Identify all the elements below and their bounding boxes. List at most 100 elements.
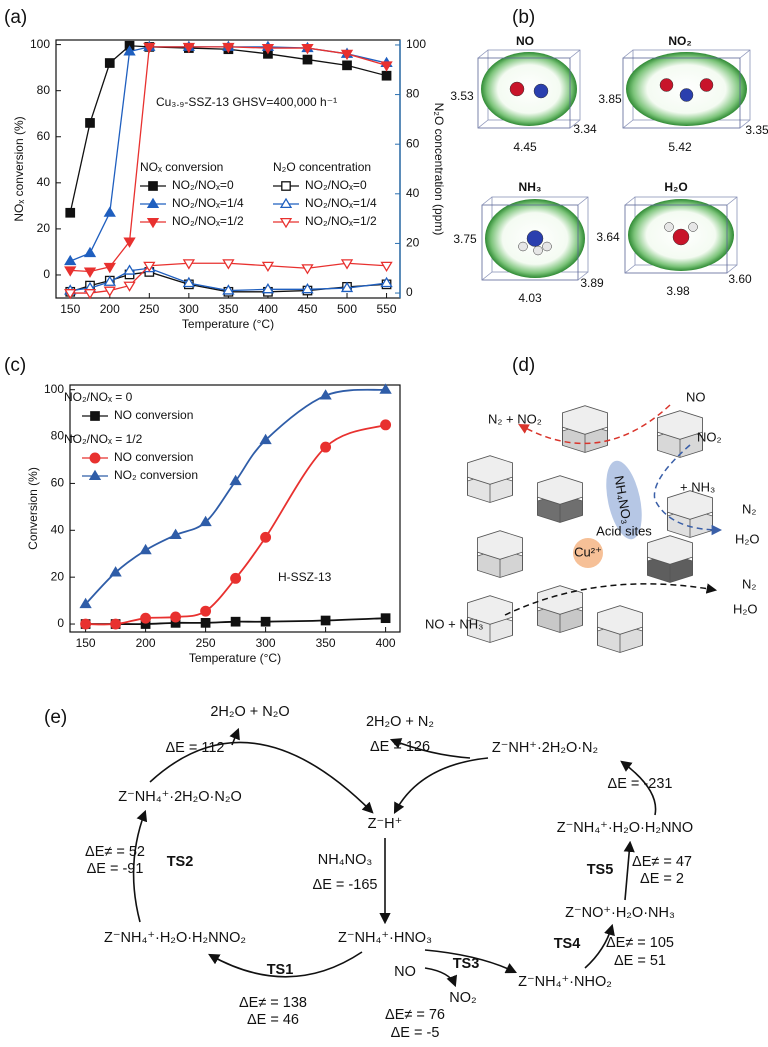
data-point bbox=[301, 283, 314, 294]
data-point bbox=[319, 389, 332, 400]
y-tick-label: 20 bbox=[37, 221, 51, 235]
y-tick-label: 80 bbox=[51, 429, 65, 443]
cycle-label: ΔE = 2 bbox=[640, 871, 684, 887]
data-point bbox=[200, 605, 212, 617]
cycle-label: TS3 bbox=[453, 956, 480, 972]
y-tick-label: 60 bbox=[51, 476, 65, 490]
x-tick-label: 250 bbox=[196, 636, 216, 650]
cycle-label: Z⁻NH₄⁺·HNO₃ bbox=[338, 930, 432, 946]
legend-marker bbox=[279, 217, 293, 229]
data-point bbox=[123, 281, 136, 292]
atom bbox=[688, 222, 698, 232]
data-point bbox=[64, 289, 77, 300]
dimension: 4.45 bbox=[513, 140, 537, 154]
x-tick-label: 200 bbox=[136, 636, 156, 650]
box-edge bbox=[726, 196, 738, 206]
cycle-label: ΔE≠ = 105 bbox=[606, 935, 674, 951]
data-point bbox=[340, 49, 354, 61]
box-edge bbox=[481, 271, 493, 281]
molecule: NO₂ 3.85 3.35 5.42 bbox=[598, 34, 768, 154]
legend-label: NO₂/NOₓ=1/4 bbox=[305, 196, 377, 210]
reaction-arrows bbox=[132, 727, 657, 988]
atom bbox=[542, 241, 552, 252]
diagram-label: N₂ bbox=[742, 576, 756, 591]
cycle-label: Z⁻NH⁺·2H₂O·N₂ bbox=[492, 740, 598, 756]
data-point bbox=[261, 44, 275, 55]
acid-site bbox=[606, 460, 642, 540]
molecule: NO 3.53 3.34 4.45 bbox=[450, 34, 597, 154]
molecule: NH₃ 3.75 3.89 4.03 bbox=[453, 180, 604, 305]
data-point bbox=[103, 206, 116, 217]
data-point bbox=[85, 118, 95, 128]
data-point bbox=[143, 261, 156, 273]
y-tick-label: 40 bbox=[51, 522, 65, 536]
data-point bbox=[103, 286, 116, 297]
panel-label: (c) bbox=[4, 355, 26, 376]
atom bbox=[679, 88, 694, 102]
y-tick-label: 0 bbox=[43, 267, 50, 281]
cycle-label: ΔE = -5 bbox=[391, 1025, 440, 1041]
data-point bbox=[109, 566, 122, 577]
arrow bbox=[584, 923, 615, 969]
y-tick-label: 0 bbox=[57, 616, 64, 630]
panel-label: (a) bbox=[4, 7, 27, 28]
cycle-label: Z⁻NH₄⁺·NHO₂ bbox=[518, 974, 612, 990]
box-edge bbox=[622, 49, 634, 59]
data-point bbox=[199, 515, 212, 527]
diagram-label: NO + NH₃ bbox=[425, 616, 483, 631]
data-point bbox=[79, 597, 92, 609]
arrow bbox=[504, 583, 718, 616]
box-edge bbox=[622, 119, 634, 129]
box-edge bbox=[477, 119, 489, 129]
atom bbox=[533, 83, 549, 99]
cycle-label: ΔE = -91 bbox=[87, 861, 144, 877]
cycle-label: ΔE = 46 bbox=[247, 1012, 299, 1028]
data-point bbox=[380, 613, 391, 624]
cycle-label: ΔE = -165 bbox=[313, 877, 378, 893]
x-tick-label: 250 bbox=[139, 302, 159, 316]
cycle-label: Z⁻NH₄⁺·H₂O·H₂NNO₂ bbox=[104, 930, 246, 946]
diagram-label: Cu²⁺ bbox=[574, 544, 602, 559]
dimension: 3.34 bbox=[573, 122, 597, 136]
flow-arrows bbox=[504, 404, 723, 616]
data-point bbox=[301, 264, 314, 275]
prism-top bbox=[562, 405, 608, 435]
annotation: H-SSZ-13 bbox=[278, 570, 332, 584]
diagram-label: H₂O bbox=[733, 601, 758, 616]
dimension: 3.53 bbox=[450, 89, 474, 103]
box-edge bbox=[624, 196, 636, 206]
x-tick-label: 350 bbox=[316, 636, 336, 650]
prism-top bbox=[647, 535, 693, 565]
atom bbox=[664, 222, 674, 232]
arrow bbox=[424, 967, 458, 988]
x-tick-label: 400 bbox=[376, 636, 396, 650]
data-point bbox=[80, 618, 92, 630]
data-point bbox=[123, 237, 136, 248]
x-axis-label: Temperature (°C) bbox=[182, 317, 274, 331]
prism-top bbox=[597, 605, 643, 635]
data-point bbox=[123, 45, 136, 56]
data-point bbox=[182, 42, 195, 54]
dimension: 3.60 bbox=[728, 272, 752, 286]
cycle-label: NH₄NO₃ bbox=[318, 852, 373, 868]
prism-top bbox=[537, 585, 583, 615]
cycle-label: ΔE = -231 bbox=[608, 776, 673, 792]
y-axis-label: Conversion (%) bbox=[26, 467, 40, 550]
data-point bbox=[222, 259, 235, 270]
y-tick-label: 20 bbox=[51, 569, 65, 583]
atom bbox=[533, 245, 543, 256]
data-point bbox=[140, 612, 152, 624]
atom bbox=[699, 78, 714, 92]
x-tick-label: 150 bbox=[60, 302, 80, 316]
legend-label: NO₂/NOₓ=0 bbox=[172, 178, 234, 192]
data-point bbox=[123, 264, 136, 275]
y-tick-label: 100 bbox=[44, 382, 64, 396]
series-line bbox=[69, 46, 387, 262]
dimension: 5.42 bbox=[668, 140, 692, 154]
cycle-label: ΔE = 126 bbox=[370, 739, 430, 755]
legend-title: N₂O concentration bbox=[273, 160, 371, 174]
box-edge bbox=[481, 196, 493, 206]
atom bbox=[509, 81, 525, 97]
dimension: 3.64 bbox=[596, 230, 620, 244]
